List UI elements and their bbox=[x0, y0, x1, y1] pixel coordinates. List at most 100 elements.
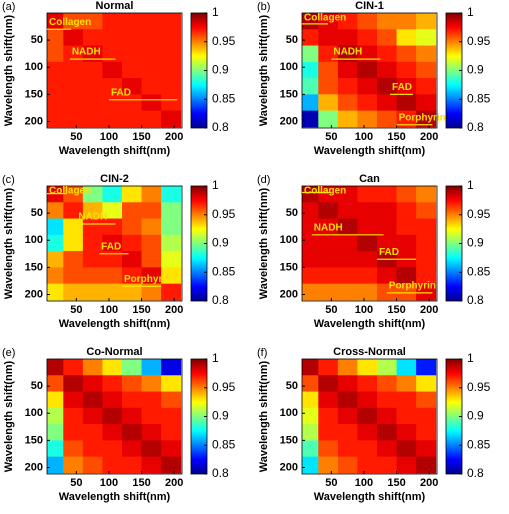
heat-cell bbox=[377, 234, 398, 252]
heat-cell bbox=[63, 13, 84, 30]
heat-cell bbox=[357, 218, 378, 236]
heat-cell bbox=[122, 94, 143, 112]
heat-cell bbox=[318, 251, 339, 268]
heat-cell bbox=[302, 267, 319, 285]
colorbar-tick-label: 0.85 bbox=[212, 437, 236, 451]
panel-label: (a) bbox=[2, 1, 15, 13]
colorbar-tick-label: 1 bbox=[212, 351, 219, 365]
heat-cell bbox=[377, 267, 398, 285]
heat-cell bbox=[102, 29, 123, 47]
heat-cell bbox=[396, 440, 417, 458]
x-tick-label: 150 bbox=[387, 477, 405, 489]
heat-cell bbox=[122, 186, 143, 203]
heat-cell bbox=[377, 186, 398, 203]
heat-cell bbox=[337, 186, 358, 203]
heat-cell bbox=[82, 424, 103, 441]
heat-cell bbox=[82, 407, 103, 425]
heat-cell bbox=[63, 78, 84, 95]
colorbar-tick-label: 1 bbox=[467, 178, 474, 192]
heat-cell bbox=[396, 359, 417, 376]
heat-cell bbox=[396, 375, 417, 393]
heat-cell bbox=[82, 13, 103, 30]
x-axis-label: Wavelength shift(nm) bbox=[314, 145, 426, 157]
heat-cell bbox=[141, 45, 162, 63]
x-tick-label: 50 bbox=[325, 131, 337, 143]
heat-cell bbox=[337, 391, 358, 409]
heat-cell bbox=[141, 283, 162, 301]
heat-cell bbox=[318, 375, 339, 393]
heat-cell bbox=[337, 29, 358, 47]
heat-cell bbox=[416, 407, 437, 425]
y-tick-label: 200 bbox=[25, 288, 43, 300]
colorbar-tick-label: 0.8 bbox=[467, 466, 484, 480]
heat-cell bbox=[416, 45, 437, 63]
heat-cell bbox=[82, 186, 103, 203]
heat-cell bbox=[396, 234, 417, 252]
heat-cell bbox=[377, 110, 398, 128]
heat-cell bbox=[357, 375, 378, 393]
heat-cell bbox=[82, 375, 103, 393]
heat-cell bbox=[416, 94, 437, 112]
heat-cell bbox=[161, 359, 182, 376]
colorbar-tick-label: 0.95 bbox=[467, 380, 491, 394]
y-tick-label: 150 bbox=[280, 434, 298, 446]
heat-cell bbox=[302, 440, 319, 458]
y-axis-label: Wavelength shift(nm) bbox=[3, 187, 15, 299]
heat-cell bbox=[357, 202, 378, 220]
heat-cell bbox=[357, 391, 378, 409]
heat-cell bbox=[416, 218, 437, 236]
plot-frame bbox=[301, 358, 438, 475]
heat-cell bbox=[161, 391, 182, 409]
heat-cell bbox=[47, 78, 64, 95]
heat-cell bbox=[416, 440, 437, 458]
heat-cell bbox=[318, 218, 339, 236]
y-axis-label: Wavelength shift(nm) bbox=[258, 360, 270, 472]
annotation: NADH bbox=[78, 212, 107, 223]
colorbar-tick-label: 0.85 bbox=[467, 264, 491, 278]
heat-cell bbox=[302, 407, 319, 425]
heatmap bbox=[302, 13, 437, 128]
heat-cell bbox=[357, 251, 378, 268]
y-tick-label: 150 bbox=[25, 261, 43, 273]
x-tick-label: 150 bbox=[387, 304, 405, 316]
y-tick-label: 200 bbox=[25, 115, 43, 127]
y-tick-label: 200 bbox=[280, 461, 298, 473]
chart-title: Normal bbox=[96, 0, 134, 12]
heat-cell bbox=[82, 45, 103, 63]
heat-cell bbox=[63, 110, 84, 128]
heat-cell bbox=[47, 440, 64, 458]
heat-cell bbox=[141, 375, 162, 393]
heat-cell bbox=[141, 61, 162, 79]
heat-cell bbox=[102, 202, 123, 220]
y-axis-label: Wavelength shift(nm) bbox=[3, 360, 15, 472]
y-tick-label: 150 bbox=[280, 88, 298, 100]
heat-cell bbox=[337, 267, 358, 285]
heat-cell bbox=[161, 13, 182, 30]
y-tick-label: 50 bbox=[286, 207, 298, 219]
annotation: Porphyrin bbox=[399, 112, 446, 123]
y-tick-label: 200 bbox=[25, 461, 43, 473]
heat-cell bbox=[318, 186, 339, 203]
colorbar-tick-label: 1 bbox=[467, 5, 474, 19]
x-tick-label: 200 bbox=[165, 304, 183, 316]
heat-cell bbox=[141, 186, 162, 203]
heat-cell bbox=[377, 94, 398, 112]
heat-cell bbox=[82, 359, 103, 376]
heat-cell bbox=[416, 110, 437, 128]
x-tick-label: 100 bbox=[100, 477, 118, 489]
x-tick-label: 100 bbox=[100, 304, 118, 316]
heat-cell bbox=[161, 186, 182, 203]
heatmap bbox=[47, 186, 182, 301]
heat-cell bbox=[318, 110, 339, 128]
heat-cell bbox=[102, 45, 123, 63]
colorbar-tick-label: 0.8 bbox=[212, 466, 229, 480]
plot-frame bbox=[46, 12, 183, 129]
heat-cell bbox=[416, 61, 437, 79]
x-axis-label: Wavelength shift(nm) bbox=[59, 491, 171, 503]
heat-cell bbox=[102, 424, 123, 441]
heat-cell bbox=[318, 78, 339, 95]
heat-cell bbox=[161, 110, 182, 128]
heat-cell bbox=[141, 13, 162, 30]
x-axis-label: Wavelength shift(nm) bbox=[59, 318, 171, 330]
